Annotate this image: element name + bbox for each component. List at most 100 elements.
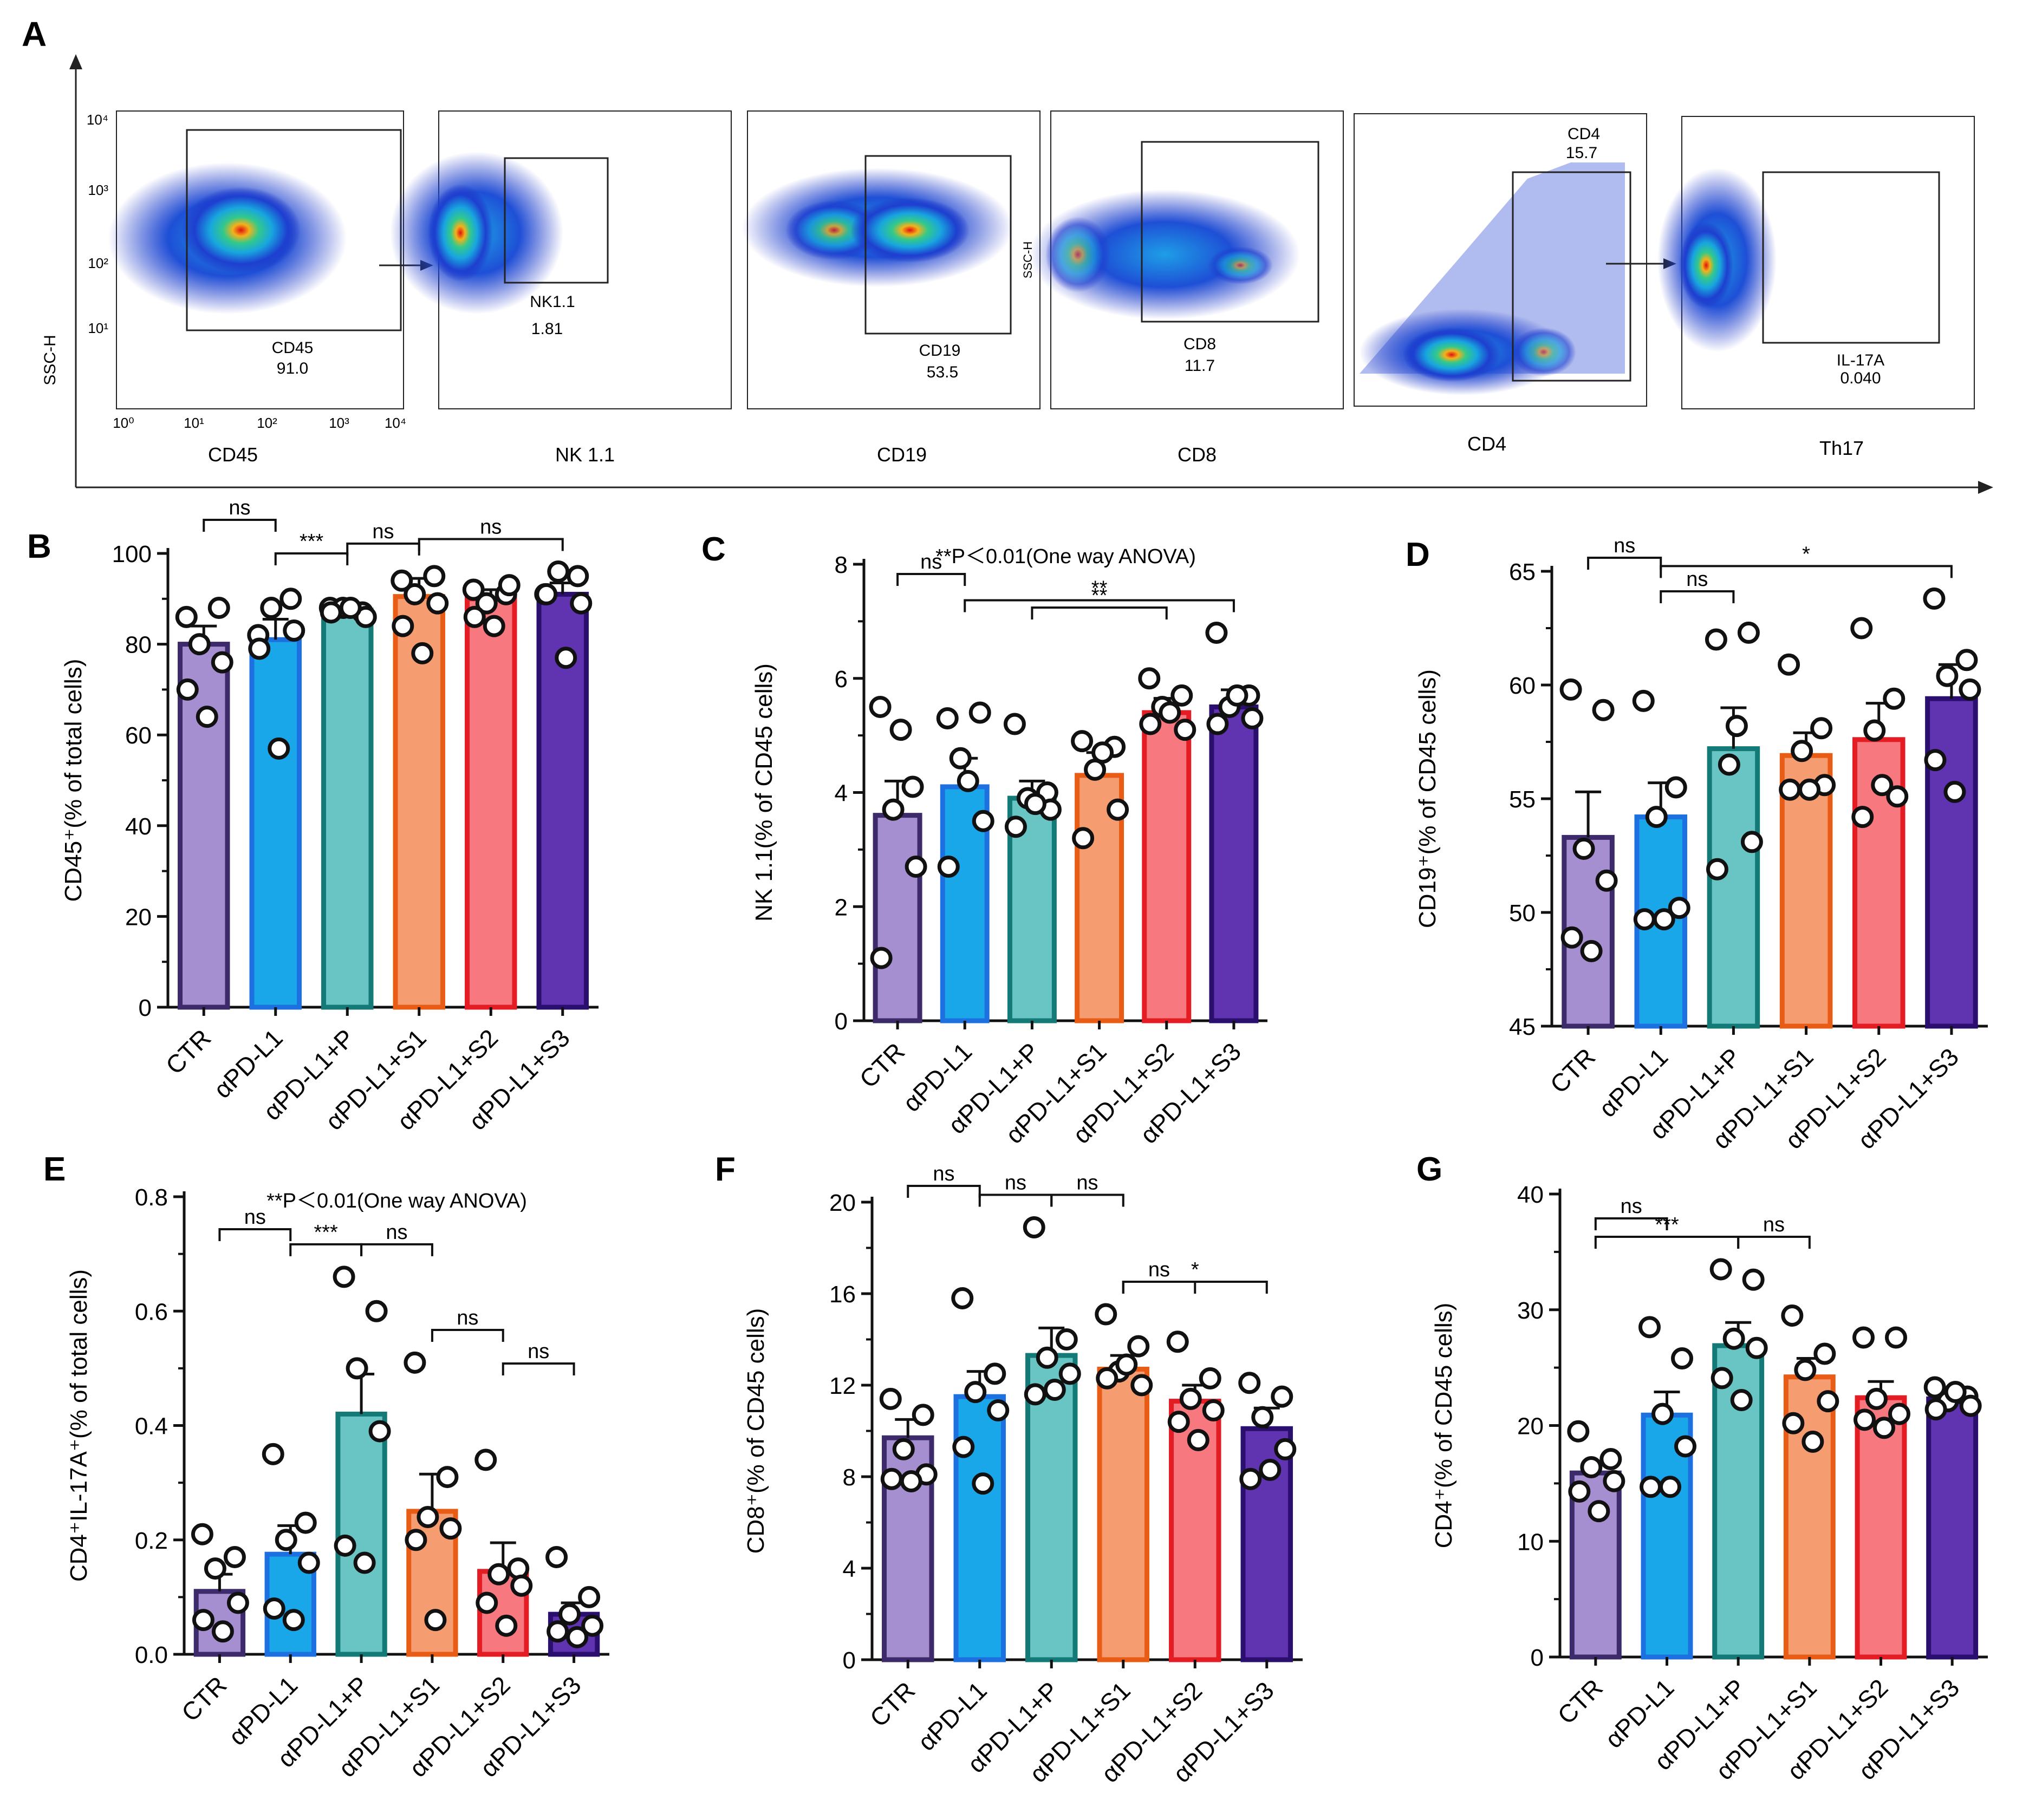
flow-axis-label: CD19 <box>877 443 927 466</box>
significance-bracket <box>1050 1193 1124 1207</box>
data-point <box>320 601 342 624</box>
data-point <box>1802 1430 1824 1453</box>
data-point <box>1572 837 1595 860</box>
panel-letter-e: E <box>43 1151 66 1188</box>
data-point <box>1854 1408 1876 1431</box>
flow-plot-cd4: CD4 15.7 CD4 <box>1354 113 1647 455</box>
x-tick-label: CTR <box>176 1671 232 1727</box>
data-point <box>869 695 892 718</box>
x-tick-label: CTR <box>854 1037 911 1093</box>
data-point <box>1588 1500 1610 1523</box>
y-tick-label: 0 <box>139 995 152 1021</box>
y-tick-label: 6 <box>835 666 848 693</box>
significance-label: ns <box>1614 534 1635 557</box>
significance-label: ns <box>920 551 942 573</box>
data-point <box>1923 587 1946 610</box>
data-point <box>1023 1216 1045 1238</box>
flow-axis-label: CD8 <box>1178 443 1217 466</box>
data-point <box>968 701 991 724</box>
data-point <box>1058 1362 1081 1385</box>
data-point <box>1718 753 1740 776</box>
data-point <box>279 588 302 610</box>
data-point <box>1791 740 1813 762</box>
flow-gate-value: 1.81 <box>531 320 563 338</box>
y-tick-label: 4 <box>835 780 848 807</box>
flow-density-cloud <box>428 184 493 282</box>
y-tick-label: 10 <box>1517 1529 1544 1555</box>
data-point <box>1745 1336 1768 1359</box>
data-point <box>339 597 362 619</box>
data-point <box>1024 1383 1046 1406</box>
data-point <box>870 947 893 969</box>
significance-label: ns <box>1686 568 1708 591</box>
data-point <box>1730 1388 1753 1411</box>
y-tick-label: 20 <box>1517 1413 1544 1440</box>
data-point <box>1883 687 1906 710</box>
flow-x-tick: 10⁰ <box>113 415 134 431</box>
data-point <box>1886 785 1909 808</box>
data-point <box>1174 719 1196 741</box>
flow-gate <box>1762 171 1940 344</box>
data-point <box>411 642 434 664</box>
flow-y-tick: 10³ <box>88 182 108 198</box>
data-point <box>1603 1470 1625 1492</box>
data-point <box>1139 713 1162 735</box>
bar <box>249 637 302 1010</box>
flow-density-cloud <box>181 187 301 273</box>
data-point <box>1559 678 1582 701</box>
data-point <box>507 1557 530 1580</box>
y-tick-label: 60 <box>125 722 152 749</box>
flow-x-tick: 10⁴ <box>385 415 406 431</box>
significance-bracket <box>1587 557 1662 570</box>
flow-gate <box>864 155 1012 335</box>
data-point <box>353 1551 376 1574</box>
data-point <box>1096 1367 1118 1390</box>
data-point <box>1205 621 1228 644</box>
flow-axis-label: CD45 <box>208 443 258 466</box>
panel-letter-b: B <box>27 528 51 565</box>
significance-label: ** <box>1091 577 1108 599</box>
flow-density-cloud <box>1403 328 1500 382</box>
data-point <box>937 855 960 878</box>
data-point <box>1251 1406 1274 1428</box>
flow-axis-label: NK 1.1 <box>555 443 615 466</box>
bar <box>335 1411 387 1657</box>
data-point <box>207 597 230 619</box>
data-point <box>436 1466 459 1489</box>
data-point <box>498 574 521 597</box>
data-point <box>211 1620 234 1643</box>
significance-bracket <box>418 538 564 551</box>
flow-gate-name: CD8 <box>1183 335 1216 353</box>
y-axis-label: CD8⁺(% of CD45 cells) <box>743 1308 769 1554</box>
flow-axis-label: CD4 <box>1467 433 1506 455</box>
significance-label: * <box>1191 1258 1199 1281</box>
chart-title: **P＜0.01(One way ANOVA) <box>266 1190 527 1212</box>
data-point <box>1127 1335 1150 1358</box>
data-point <box>964 1381 987 1404</box>
data-point <box>424 1609 447 1632</box>
y-tick-label: 45 <box>1509 1014 1536 1040</box>
y-tick-label: 0.6 <box>135 1299 168 1325</box>
data-point <box>545 1545 568 1568</box>
data-point <box>1711 1367 1733 1390</box>
data-point <box>191 1523 213 1545</box>
flow-gate-name: NK1.1 <box>530 293 575 311</box>
data-point <box>566 1626 589 1648</box>
data-point <box>510 1574 533 1597</box>
data-point <box>1651 1402 1674 1425</box>
significance-label: ns <box>386 1221 407 1244</box>
significance-label: ns <box>933 1163 954 1185</box>
y-tick-label: 0.2 <box>135 1528 168 1554</box>
data-point <box>1170 684 1193 707</box>
data-point <box>972 1472 994 1495</box>
data-point <box>1567 1420 1590 1443</box>
bar <box>1925 696 1978 1029</box>
data-point <box>558 1603 581 1626</box>
data-point <box>223 1545 246 1568</box>
data-point <box>1592 699 1615 721</box>
data-point <box>1638 1316 1661 1339</box>
y-tick-label: 60 <box>1509 673 1536 699</box>
bar <box>1926 1396 1979 1660</box>
data-point <box>1241 707 1264 730</box>
